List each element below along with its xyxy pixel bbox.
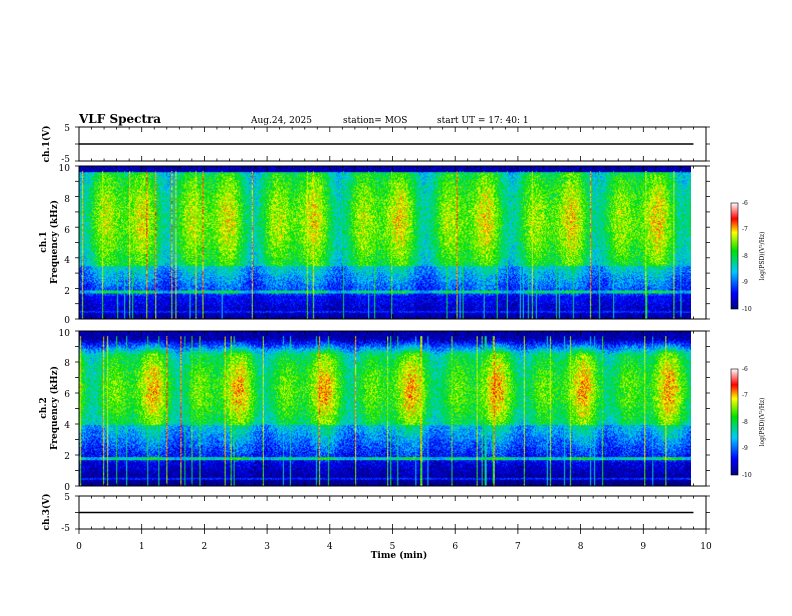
xtick-3: 3 (264, 542, 270, 552)
ch1-spectrogram-panel: 0 2 4 6 8 10 ch.1 Frequency (kHz) -6 -7 … (39, 164, 766, 326)
ch1-ytick-neg5: -5 (61, 155, 70, 165)
ch2-spectrogram-blank (691, 331, 706, 486)
ch2-spectrogram-panel: 0 2 4 6 8 10 ch.2 Frequency (kHz) -6 -7 … (39, 329, 766, 493)
ch2-ytick-6: 6 (64, 390, 70, 400)
ch2-colorbar-tick-neg10: -10 (742, 472, 752, 479)
xtick-1: 1 (139, 542, 145, 552)
xtick-0: 0 (76, 542, 82, 552)
ch2-spectrogram-ylabel-frequency: Frequency (kHz) (49, 366, 60, 450)
ch2-colorbar-tick-neg7: -7 (742, 392, 748, 399)
ch1-spectrogram-ylabel-channel: ch.1 (39, 231, 49, 252)
ch1-ytick-8: 8 (64, 195, 70, 205)
ch1-voltage-ylabel: ch.1(V) (41, 126, 52, 163)
ch3-voltage-ylabel: ch.3(V) (41, 494, 52, 531)
ch2-ytick-10: 10 (59, 329, 71, 339)
station-label: station= MOS (343, 116, 407, 126)
ch1-ytick-0: 0 (64, 316, 70, 326)
x-axis: 0 1 2 3 4 5 6 7 8 9 10 Time (min) (76, 529, 712, 561)
xtick-7: 7 (515, 542, 521, 552)
ch1-ytick-6: 6 (64, 226, 70, 236)
ch2-ytick-0: 0 (64, 483, 70, 493)
ch1-ytick-5: 5 (64, 124, 70, 134)
x-axis-label: Time (min) (371, 550, 428, 561)
ch2-ytick-4: 4 (64, 421, 70, 431)
xtick-8: 8 (578, 542, 584, 552)
ch2-ytick-8: 8 (64, 359, 70, 369)
ch1-colorbar-tick-neg9: -9 (742, 279, 748, 286)
ch1-voltage-panel: 5 -5 ch.1(V) (41, 124, 710, 165)
ch1-ytick-2: 2 (64, 287, 70, 297)
ch1-ytick-4: 4 (64, 256, 70, 266)
ch2-spectrogram-ylabel-channel: ch.2 (39, 397, 49, 418)
ch1-colorbar-label: log(PSD)(V²/Hz) (759, 232, 766, 281)
figure-title: VLF Spectra (78, 112, 161, 126)
ch3-ytick-neg5: -5 (61, 524, 70, 534)
xtick-2: 2 (202, 542, 208, 552)
ch2-spectrogram-image (79, 331, 694, 486)
ch1-colorbar-tick-neg6: -6 (742, 200, 748, 207)
ch3-voltage-panel: 5 -5 ch.3(V) (41, 493, 710, 534)
xtick-9: 9 (640, 542, 646, 552)
ch1-ytick-10: 10 (59, 164, 71, 174)
ch2-colorbar (730, 368, 739, 476)
ch2-colorbar-label: log(PSD)(V²/Hz) (759, 398, 766, 447)
ch3-ytick-5: 5 (64, 493, 70, 503)
ch2-colorbar-tick-neg8: -8 (742, 419, 748, 426)
ch1-colorbar (730, 202, 739, 310)
date-label: Aug.24, 2025 (250, 116, 312, 126)
ch2-colorbar-tick-neg6: -6 (742, 366, 748, 373)
ch1-colorbar-tick-neg7: -7 (742, 226, 748, 233)
xtick-4: 4 (327, 542, 333, 552)
ch1-spectrogram-ylabel-frequency: Frequency (kHz) (49, 200, 60, 284)
ch1-colorbar-tick-neg8: -8 (742, 253, 748, 260)
ch2-colorbar-tick-neg9: -9 (742, 445, 748, 452)
ch2-ytick-2: 2 (64, 452, 70, 462)
xtick-10: 10 (700, 542, 712, 552)
xtick-5: 5 (390, 542, 396, 552)
ch1-spectrogram-blank (691, 166, 706, 319)
ch1-spectrogram-image (79, 166, 694, 319)
start-time-label: start UT = 17: 40: 1 (437, 116, 529, 126)
xtick-6: 6 (452, 542, 458, 552)
ch1-colorbar-tick-neg10: -10 (742, 306, 752, 313)
